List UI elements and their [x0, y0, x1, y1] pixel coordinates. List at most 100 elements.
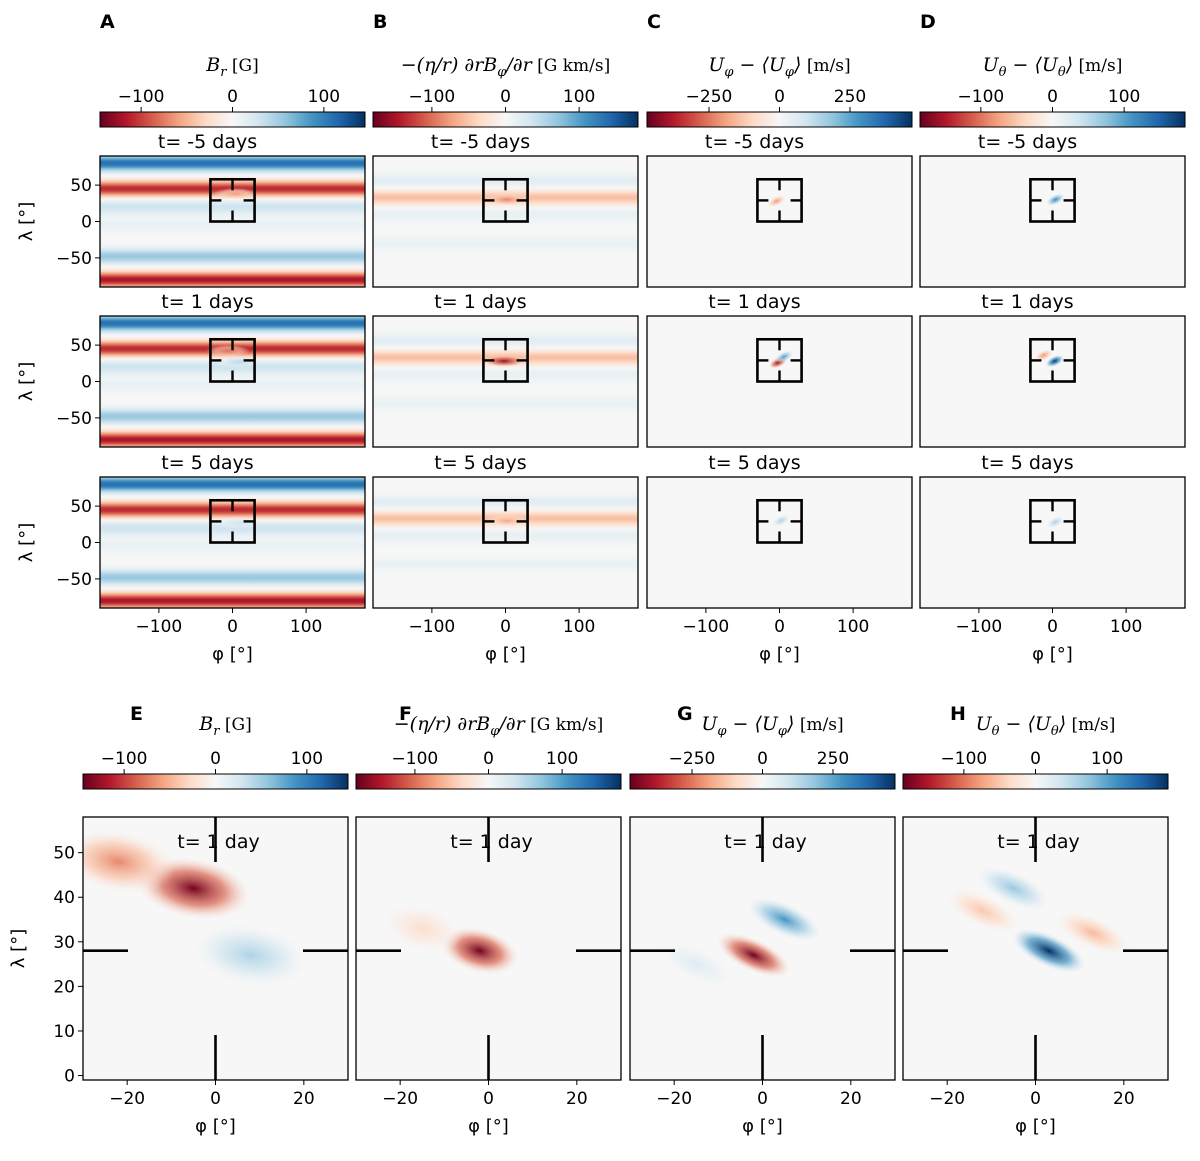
title-symbol: B [198, 713, 213, 735]
heatmap-feature [747, 897, 822, 942]
x-tick-label: 20 [293, 1089, 315, 1109]
y-tick-label: 10 [53, 1022, 75, 1042]
panel-frame [646, 155, 913, 288]
title-unit: [G] [226, 56, 258, 76]
y-axis-label: λ [°] [8, 929, 29, 968]
heatmap-feature [1046, 515, 1065, 529]
y-tick-label: 0 [81, 373, 92, 393]
x-tick-label: −20 [929, 1089, 965, 1109]
colorbar-tick-label: 100 [563, 87, 595, 107]
colorbar-tick-label: −250 [669, 749, 716, 769]
colorbar-tick-label: −100 [409, 87, 456, 107]
row-title: t= 1 days [161, 291, 253, 313]
title-part: ⟩ [1065, 54, 1073, 76]
colorbar-br [99, 111, 366, 128]
x-tick-label: 0 [757, 1089, 768, 1109]
x-axis-label: φ [°] [195, 1116, 236, 1137]
x-axis-label: φ [°] [485, 644, 526, 665]
title-part: ⟩ [786, 713, 794, 735]
x-axis-label: φ [°] [1032, 644, 1073, 665]
colorbar-tick-label: 100 [1108, 87, 1140, 107]
title-subscript: r [220, 65, 227, 80]
colorbar-tick-label: 0 [774, 87, 785, 107]
title-subscript: φ [724, 65, 734, 80]
colorbar-br [82, 773, 349, 790]
top-grid: A Br [G] −100 0 100 t= -5 days 50 0 −50 λ [°] t= 1… [16, 11, 1186, 665]
title-part: /∂r [504, 54, 533, 76]
y-tick-label: 50 [70, 497, 92, 517]
x-tick-label: −100 [136, 617, 183, 637]
row-title: t= -5 days [705, 131, 804, 153]
heatmap-feature [659, 941, 734, 987]
colorbar-title: −(η/r) ∂rBφ/∂r [G km/s] [394, 713, 603, 739]
y-tick-label: 40 [53, 888, 75, 908]
row-title: t= 1 days [708, 291, 800, 313]
panel-title: t= 1 day [724, 831, 807, 853]
heatmap-feature [193, 923, 309, 987]
colorbar-tick-label: 0 [483, 749, 494, 769]
title-unit: [G] [219, 715, 251, 735]
colorbar-tick-label: 100 [308, 87, 340, 107]
title-subscript: θ [1058, 65, 1066, 80]
row-title: t= 1 days [981, 291, 1073, 313]
title-subscript: φ [717, 724, 727, 739]
colorbar-tick-label: 100 [546, 749, 578, 769]
row-title: t= 5 days [434, 452, 526, 474]
title-subscript: θ [992, 724, 1000, 739]
colorbar-tick-label: 0 [227, 87, 238, 107]
title-part: − ⟨U [733, 54, 785, 76]
colorbar-tick-label: −100 [958, 87, 1005, 107]
title-part: − ⟨U [999, 713, 1051, 735]
colorbar-utheta [902, 773, 1169, 790]
title-symbol: U [983, 54, 1000, 76]
heatmap-feature [216, 516, 261, 529]
panel-letter: A [100, 11, 115, 33]
title-symbol: U [701, 713, 718, 735]
colorbar-title: Br [G] [205, 54, 258, 80]
y-tick-label: −50 [56, 570, 92, 590]
title-symbol: U [708, 54, 725, 76]
y-tick-label: 0 [64, 1067, 75, 1087]
x-axis-label: φ [°] [212, 644, 253, 665]
panel-title: t= 1 day [997, 831, 1080, 853]
title-symbol: U [976, 713, 993, 735]
panel-title: t= 1 day [177, 831, 260, 853]
x-tick-label: 0 [500, 617, 511, 637]
title-subscript: φ [497, 65, 507, 80]
colorbar-emf [355, 773, 622, 790]
panel-frame [919, 155, 1186, 288]
x-axis-label: φ [°] [468, 1116, 509, 1137]
x-tick-label: −20 [109, 1089, 145, 1109]
colorbar-tick-label: 0 [1030, 749, 1041, 769]
title-unit: [m/s] [801, 56, 850, 76]
colorbar-tick-label: 100 [291, 749, 323, 769]
colorbar-tick-label: 250 [834, 87, 866, 107]
heatmap-feature [482, 355, 527, 368]
colorbar-tick-label: 100 [1091, 749, 1123, 769]
title-part: /∂r [497, 713, 526, 735]
panel-letter: E [130, 703, 143, 725]
title-unit: [m/s] [1073, 56, 1122, 76]
title-subscript: θ [999, 65, 1007, 80]
title-symbol: −(η/r) ∂rB [394, 713, 491, 735]
panel-frame [919, 315, 1186, 448]
title-subscript: θ [1051, 724, 1059, 739]
title-subscript: φ [778, 724, 788, 739]
x-tick-label: −20 [656, 1089, 692, 1109]
y-tick-label: 30 [53, 933, 75, 953]
y-tick-label: 50 [53, 844, 75, 864]
colorbar-title: Uθ − ⟨Uθ⟩ [m/s] [976, 713, 1116, 739]
panel-letter: F [399, 703, 412, 725]
y-tick-label: 20 [53, 977, 75, 997]
heatmap-feature [1056, 910, 1130, 956]
colorbar-title: Uφ − ⟨Uφ⟩ [m/s] [701, 713, 843, 739]
title-part: ⟩ [1058, 713, 1066, 735]
y-tick-label: 50 [70, 176, 92, 196]
x-tick-label: 100 [837, 617, 869, 637]
x-tick-label: −100 [683, 617, 730, 637]
y-tick-label: −50 [56, 249, 92, 269]
colorbar-emf [372, 111, 639, 128]
heatmap-feature [945, 888, 1020, 933]
x-tick-label: −20 [382, 1089, 418, 1109]
